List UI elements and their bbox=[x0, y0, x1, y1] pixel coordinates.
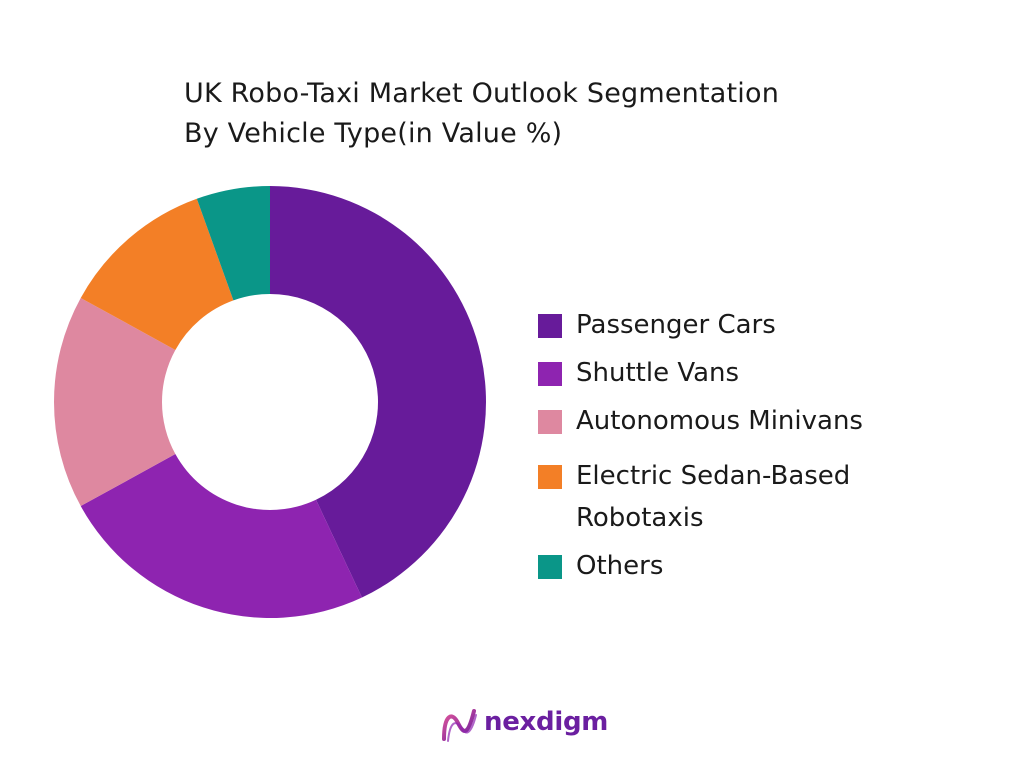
donut-slice-others bbox=[196, 186, 270, 301]
legend-label: Autonomous Minivans bbox=[576, 400, 863, 442]
legend-swatch bbox=[538, 314, 562, 338]
legend-label: Shuttle Vans bbox=[576, 352, 739, 394]
legend-label-line: Robotaxis bbox=[576, 503, 704, 533]
donut-slice-autonomous-minivans bbox=[54, 297, 176, 507]
legend-swatch bbox=[538, 465, 562, 489]
donut-slice-shuttle-vans bbox=[80, 454, 362, 618]
nexdigm-logo-icon bbox=[442, 709, 477, 742]
legend-label: Passenger Cars bbox=[576, 304, 776, 346]
donut-slice-electric-sedan-based-robotaxis bbox=[80, 198, 234, 350]
chart-title: UK Robo-Taxi Market Outlook Segmentation… bbox=[184, 74, 904, 154]
legend-swatch bbox=[538, 555, 562, 579]
legend-label-line: Others bbox=[576, 551, 664, 581]
chart-title-line-1: UK Robo-Taxi Market Outlook Segmentation bbox=[184, 78, 780, 109]
legend-label-line: Electric Sedan-Based bbox=[576, 461, 851, 491]
brand-name: nexdigm bbox=[484, 707, 609, 737]
legend-label: Electric Sedan-Based Robotaxis bbox=[576, 455, 850, 539]
legend-label-line: Autonomous Minivans bbox=[576, 406, 863, 436]
legend-label-line: Passenger Cars bbox=[576, 310, 776, 340]
legend-swatch bbox=[538, 410, 562, 434]
donut-slice-passenger-cars bbox=[270, 186, 486, 598]
chart-title-line-2: By Vehicle Type(in Value %) bbox=[184, 118, 563, 149]
legend-swatch bbox=[538, 362, 562, 386]
legend-label: Others bbox=[576, 545, 663, 587]
legend-label-line: Shuttle Vans bbox=[576, 358, 740, 388]
